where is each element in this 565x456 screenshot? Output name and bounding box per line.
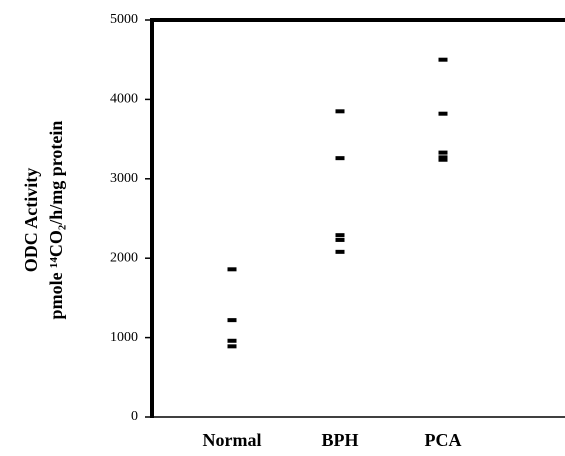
y-tick-label: 1000	[110, 330, 138, 345]
y-axis-label: pmole ¹⁴CO₂/h/mg protein	[46, 121, 66, 320]
data-point	[335, 156, 345, 161]
data-point	[335, 233, 345, 238]
y-tick-label: 2000	[110, 250, 138, 265]
data-point	[438, 57, 448, 62]
data-point	[227, 344, 237, 349]
data-point	[227, 318, 237, 323]
data-point	[227, 267, 237, 272]
data-point	[438, 157, 448, 162]
data-point	[438, 150, 448, 155]
data-point	[335, 109, 345, 114]
y-tick-label: 4000	[110, 92, 138, 107]
data-point	[335, 237, 345, 242]
data-point	[438, 155, 448, 160]
y-axis-label: ODC Activity	[21, 168, 41, 272]
y-tick-label: 5000	[110, 12, 138, 27]
x-tick-label: BPH	[321, 430, 358, 450]
y-tick-label: 3000	[110, 171, 138, 186]
x-tick-label: Normal	[203, 430, 262, 450]
y-label-group: ODC Activity	[21, 168, 41, 272]
y-tick-label: 0	[131, 409, 138, 424]
data-point	[335, 249, 345, 254]
x-tick-label: PCA	[425, 430, 462, 450]
y-label-group: pmole ¹⁴CO₂/h/mg protein	[46, 121, 66, 320]
data-point	[227, 338, 237, 343]
data-point	[438, 111, 448, 116]
